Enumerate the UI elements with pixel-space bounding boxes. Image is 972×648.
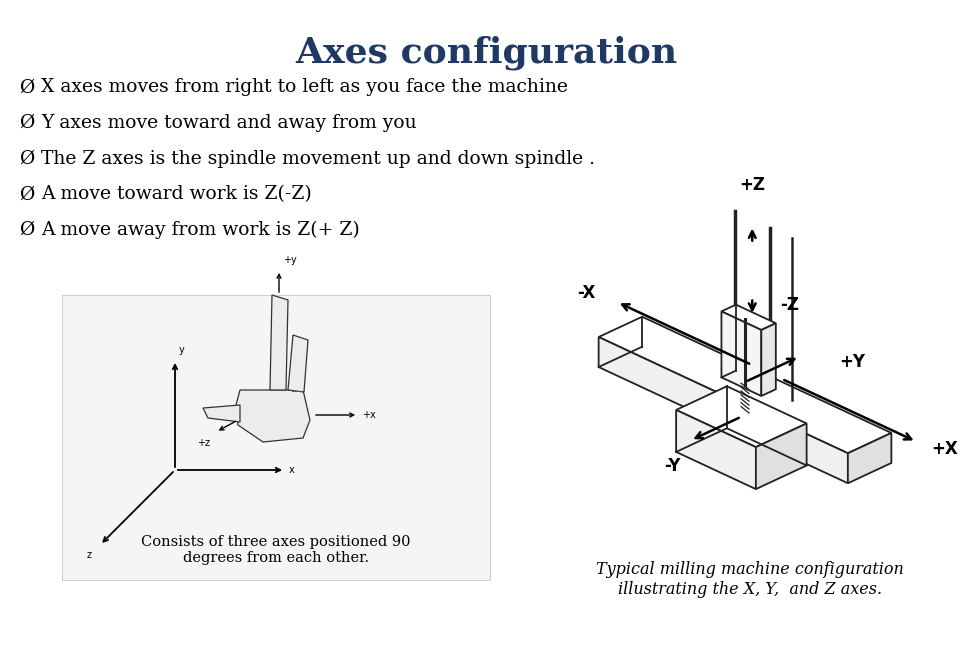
Text: -Z: -Z xyxy=(780,296,799,314)
Polygon shape xyxy=(677,410,756,489)
Polygon shape xyxy=(721,305,776,330)
Polygon shape xyxy=(756,423,807,489)
Text: Axes configuration: Axes configuration xyxy=(295,35,677,69)
Text: +x: +x xyxy=(362,410,376,420)
Text: X axes moves from right to left as you face the machine: X axes moves from right to left as you f… xyxy=(42,78,569,97)
Text: z: z xyxy=(87,550,92,560)
Text: Ø: Ø xyxy=(19,114,35,132)
Text: The Z axes is the spindle movement up and down spindle .: The Z axes is the spindle movement up an… xyxy=(42,150,596,168)
Text: -X: -X xyxy=(577,284,595,302)
Polygon shape xyxy=(677,386,807,447)
Text: Ø: Ø xyxy=(19,221,35,239)
Polygon shape xyxy=(270,295,288,390)
Text: +Z: +Z xyxy=(740,176,765,194)
Text: +X: +X xyxy=(931,439,958,457)
Polygon shape xyxy=(599,317,891,453)
Text: Typical milling machine configuration
illustrating the X, Y,  and Z axes.: Typical milling machine configuration il… xyxy=(596,561,904,598)
Polygon shape xyxy=(203,405,240,422)
Text: Ø: Ø xyxy=(19,78,35,97)
Text: -Y: -Y xyxy=(664,457,680,475)
Polygon shape xyxy=(848,433,891,483)
Text: +y: +y xyxy=(283,255,296,265)
Text: A move away from work is Z(+ Z): A move away from work is Z(+ Z) xyxy=(42,221,361,239)
Text: Ø: Ø xyxy=(19,150,35,168)
Polygon shape xyxy=(236,390,310,442)
Text: Consists of three axes positioned 90
degrees from each other.: Consists of three axes positioned 90 deg… xyxy=(141,535,411,565)
Bar xyxy=(62,295,490,580)
Polygon shape xyxy=(721,312,761,396)
Text: y: y xyxy=(179,345,185,355)
Text: A move toward work is Z(-Z): A move toward work is Z(-Z) xyxy=(42,185,312,203)
Polygon shape xyxy=(761,323,776,396)
Text: +z: +z xyxy=(197,438,210,448)
Polygon shape xyxy=(288,335,308,392)
Polygon shape xyxy=(599,337,848,483)
Text: Y axes move toward and away from you: Y axes move toward and away from you xyxy=(42,114,417,132)
Text: +Y: +Y xyxy=(839,353,865,371)
Text: x: x xyxy=(289,465,295,475)
Text: Ø: Ø xyxy=(19,185,35,203)
